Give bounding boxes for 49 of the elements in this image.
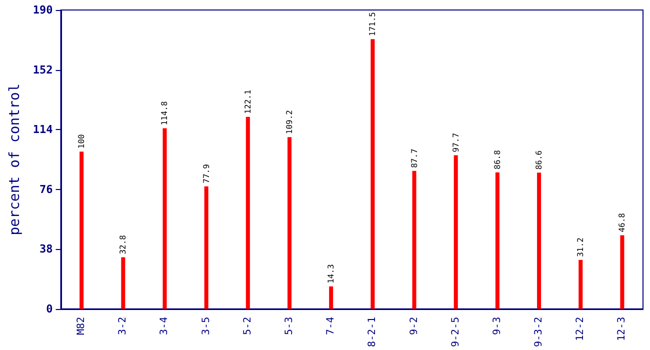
bar xyxy=(454,155,458,309)
x-tick-label: 9-2 xyxy=(408,316,420,335)
bar xyxy=(412,170,416,309)
y-axis-title: percent of control xyxy=(7,84,23,236)
bar xyxy=(121,257,126,309)
x-tick-label: 9-3 xyxy=(492,316,503,335)
x-tick-label: 8-2-1 xyxy=(367,316,378,348)
y-tick-label: 114 xyxy=(32,123,54,136)
data-label: 114.8 xyxy=(160,101,170,126)
y-tick-label: 76 xyxy=(40,182,54,196)
x-tick-label: 7-4 xyxy=(326,316,337,335)
data-label: 32.8 xyxy=(118,234,128,254)
x-tick-label: 12-3 xyxy=(616,316,628,341)
bar xyxy=(80,152,84,309)
y-tick-label: 0 xyxy=(46,302,53,316)
data-label: 87.7 xyxy=(410,148,419,168)
data-label: 100 xyxy=(77,134,86,149)
data-label: 86.8 xyxy=(492,150,502,170)
bar xyxy=(329,286,334,309)
bar xyxy=(620,235,624,309)
bar xyxy=(537,172,542,309)
data-label: 171.5 xyxy=(368,12,378,36)
x-tick-label: 3-5 xyxy=(200,316,212,335)
y-tick-label: 38 xyxy=(40,242,53,256)
data-label: 14.3 xyxy=(326,264,336,284)
data-label: 122.1 xyxy=(243,90,252,114)
data-label: 77.9 xyxy=(202,164,211,184)
bar xyxy=(246,116,250,309)
data-label: 109.2 xyxy=(285,110,294,134)
data-label: 31.2 xyxy=(576,237,586,257)
bar xyxy=(162,128,167,309)
x-tick-label: 5-3 xyxy=(284,316,295,335)
x-tick-label: 3-4 xyxy=(159,316,170,335)
x-tick-label: 5-2 xyxy=(242,316,254,335)
x-tick-label: 12-2 xyxy=(575,316,586,341)
x-tick-label: M82 xyxy=(76,316,88,335)
y-tick-label: 152 xyxy=(32,63,53,76)
bar xyxy=(288,137,292,309)
x-tick-label: 9-3-2 xyxy=(534,316,545,348)
bar xyxy=(204,186,208,309)
bar xyxy=(578,260,583,309)
bar xyxy=(495,172,500,309)
x-tick-label: 9-2-5 xyxy=(450,316,462,348)
x-tick-label: 3-2 xyxy=(118,316,129,335)
bar xyxy=(370,39,375,309)
data-label: 86.6 xyxy=(534,150,544,170)
data-label: 46.8 xyxy=(618,212,627,232)
y-tick-label: 190 xyxy=(32,4,53,16)
data-label: 97.7 xyxy=(451,132,460,152)
